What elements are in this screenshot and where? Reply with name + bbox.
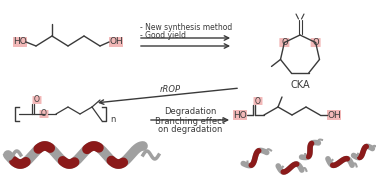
FancyBboxPatch shape: [39, 110, 49, 118]
Text: O: O: [34, 95, 40, 105]
Text: Degradation: Degradation: [164, 108, 216, 116]
FancyBboxPatch shape: [233, 110, 247, 120]
Text: O: O: [312, 38, 319, 47]
Text: - New synthesis method: - New synthesis method: [140, 23, 232, 33]
Text: OH: OH: [109, 37, 123, 46]
FancyBboxPatch shape: [13, 37, 27, 47]
Text: - Good yield: - Good yield: [140, 32, 186, 40]
Text: n: n: [110, 115, 115, 123]
FancyBboxPatch shape: [32, 96, 41, 104]
FancyBboxPatch shape: [327, 110, 341, 120]
Text: CKA: CKA: [290, 80, 310, 90]
Text: O: O: [255, 97, 261, 105]
Text: O: O: [281, 38, 288, 47]
Text: rROP: rROP: [159, 85, 180, 94]
Text: OH: OH: [327, 111, 341, 119]
FancyBboxPatch shape: [311, 38, 321, 47]
Text: O: O: [41, 109, 47, 119]
Text: Branching effect: Branching effect: [155, 116, 225, 125]
Text: on degradation: on degradation: [158, 125, 222, 133]
FancyBboxPatch shape: [279, 38, 290, 47]
Text: HO: HO: [233, 111, 247, 119]
FancyBboxPatch shape: [109, 37, 123, 47]
FancyBboxPatch shape: [253, 97, 262, 105]
Text: HO: HO: [13, 37, 27, 46]
